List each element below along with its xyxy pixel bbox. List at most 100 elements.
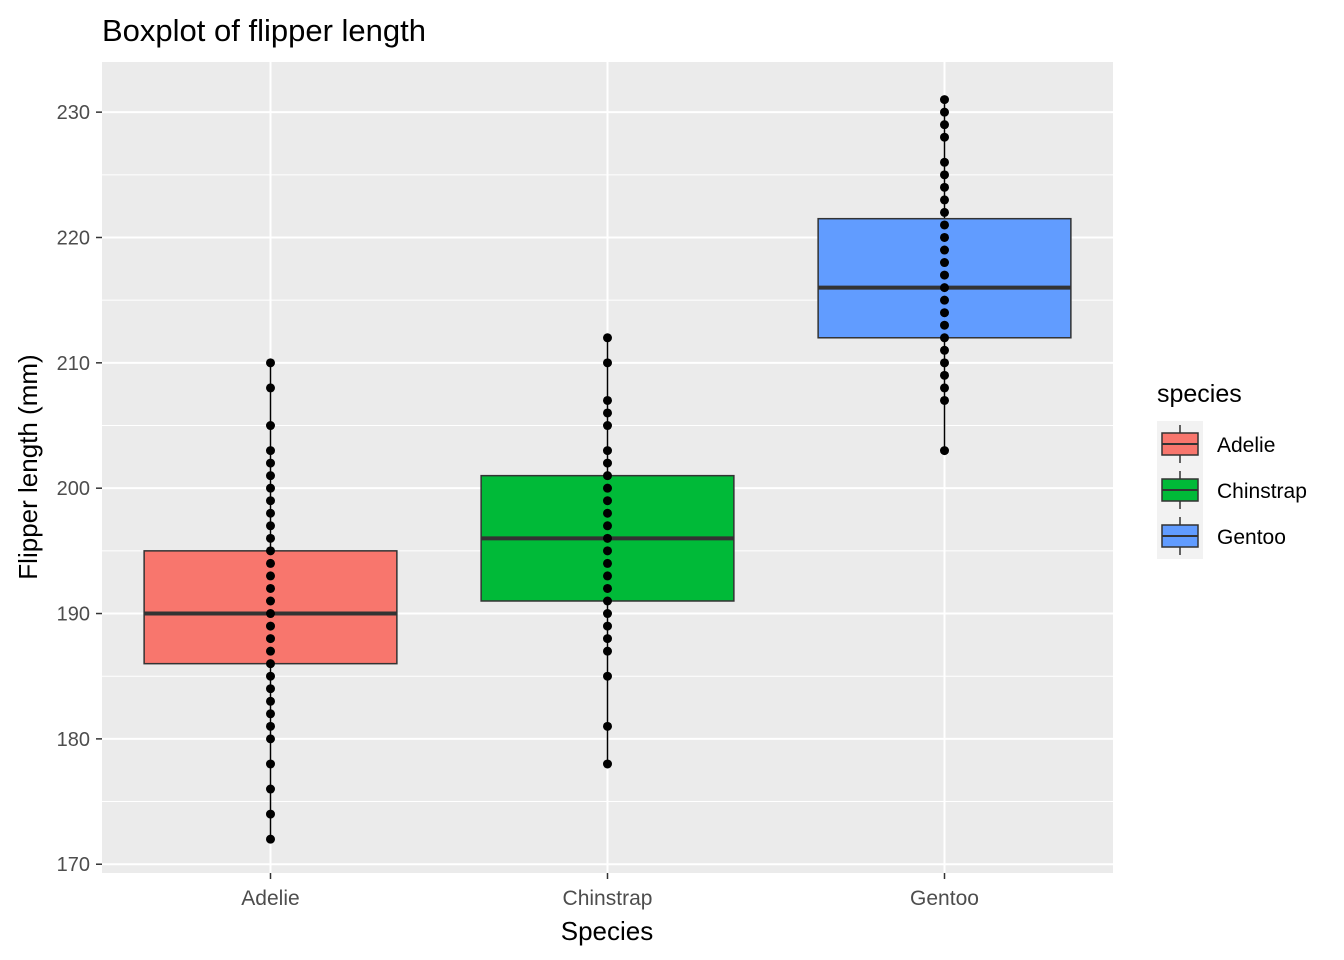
data-point (266, 709, 275, 719)
data-point (603, 483, 612, 493)
data-point (266, 659, 275, 669)
data-point (266, 508, 275, 518)
data-point (266, 621, 275, 631)
data-point (266, 533, 275, 543)
data-point (603, 508, 612, 518)
data-point (266, 421, 275, 431)
data-point (266, 583, 275, 593)
data-point (266, 446, 275, 456)
legend-label: Chinstrap (1217, 480, 1307, 503)
box-gentoo (817, 95, 1072, 456)
data-point (940, 220, 949, 230)
legend-label: Gentoo (1217, 526, 1286, 549)
x-axis-label: Species (561, 916, 654, 946)
box-chinstrap (480, 333, 735, 769)
legend-title: species (1157, 380, 1242, 408)
data-point (940, 395, 949, 405)
legend-item-adelie: Adelie (1161, 425, 1275, 463)
y-axis-label: Flipper length (mm) (13, 354, 43, 579)
data-point (266, 458, 275, 468)
data-point (603, 421, 612, 431)
data-point (940, 258, 949, 268)
data-point (603, 546, 612, 556)
y-tick-label: 190 (57, 604, 90, 626)
y-tick-label: 180 (57, 729, 90, 751)
data-point (603, 721, 612, 731)
legend-item-gentoo: Gentoo (1161, 517, 1286, 555)
y-tick-label: 200 (57, 478, 90, 500)
data-point (266, 734, 275, 744)
data-point (603, 408, 612, 418)
data-point (940, 107, 949, 117)
data-point (603, 446, 612, 456)
data-point (603, 358, 612, 368)
data-point (266, 696, 275, 706)
data-point (940, 182, 949, 192)
y-axis: 170 180 190 200 210 220 230 (57, 102, 102, 876)
data-point (266, 784, 275, 794)
x-tick-label: Chinstrap (563, 887, 653, 910)
chart-title: Boxplot of flipper length (102, 13, 426, 48)
legend-item-chinstrap: Chinstrap (1161, 471, 1307, 509)
data-point (940, 333, 949, 343)
data-point (266, 721, 275, 731)
data-point (603, 671, 612, 681)
data-point (603, 609, 612, 619)
data-point (266, 521, 275, 531)
data-point (266, 483, 275, 493)
legend: species Adelie Chinstrap Gentoo (1157, 380, 1307, 559)
data-point (940, 120, 949, 130)
data-point (266, 496, 275, 506)
data-point (940, 446, 949, 456)
y-tick-label: 210 (57, 353, 90, 375)
boxes (143, 95, 1072, 844)
data-point (266, 471, 275, 481)
data-point (603, 646, 612, 656)
data-point (940, 308, 949, 318)
data-point (266, 634, 275, 644)
data-point (266, 684, 275, 694)
data-point (603, 759, 612, 769)
data-point (266, 571, 275, 581)
data-point (940, 157, 949, 167)
data-point (940, 370, 949, 380)
data-point (603, 521, 612, 531)
y-tick-label: 220 (57, 227, 90, 249)
data-point (266, 558, 275, 568)
data-point (266, 609, 275, 619)
data-point (266, 809, 275, 819)
data-point (603, 571, 612, 581)
data-point (266, 596, 275, 606)
data-point (266, 646, 275, 656)
box-adelie (143, 358, 398, 844)
data-point (266, 546, 275, 556)
data-point (603, 558, 612, 568)
data-point (603, 395, 612, 405)
data-point (603, 634, 612, 644)
data-point (940, 245, 949, 255)
data-point (603, 471, 612, 481)
x-axis: Adelie Chinstrap Gentoo (241, 873, 979, 910)
data-point (940, 358, 949, 368)
data-point (603, 621, 612, 631)
data-point (603, 458, 612, 468)
data-point (603, 533, 612, 543)
x-tick-label: Adelie (241, 887, 299, 910)
data-point (603, 496, 612, 506)
data-point (266, 358, 275, 368)
data-point (940, 383, 949, 393)
data-point (266, 759, 275, 769)
data-point (940, 320, 949, 330)
data-point (940, 345, 949, 355)
data-point (940, 195, 949, 205)
box-body (143, 550, 398, 665)
data-point (266, 383, 275, 393)
data-point (603, 596, 612, 606)
data-point (603, 583, 612, 593)
data-point (940, 232, 949, 242)
data-point (266, 671, 275, 681)
x-tick-label: Gentoo (910, 887, 979, 910)
data-point (940, 283, 949, 293)
data-point (266, 834, 275, 844)
